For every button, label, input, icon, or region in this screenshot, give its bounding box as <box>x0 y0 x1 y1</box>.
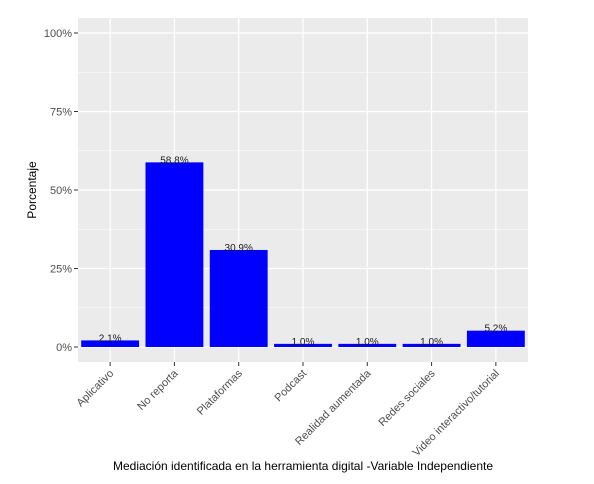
bar-value-label: 1.0% <box>420 337 443 348</box>
x-axis-title: Mediación identificada en la herramienta… <box>113 459 493 473</box>
y-tick-label: 100% <box>44 28 72 40</box>
bar-value-label: 1.0% <box>356 337 379 348</box>
bar-value-label: 1.0% <box>292 337 315 348</box>
bar-value-label: 58.8% <box>160 155 188 166</box>
bar <box>402 343 461 347</box>
bar <box>209 249 268 347</box>
bar-value-label: 5.2% <box>484 324 507 335</box>
bar-value-label: 2.1% <box>99 333 122 344</box>
x-tick-label: No reporta <box>135 367 181 413</box>
y-tick-label: 0% <box>56 342 72 354</box>
bar <box>145 162 204 347</box>
y-tick-label: 50% <box>50 185 72 197</box>
y-tick-label: 75% <box>50 107 72 119</box>
bars <box>81 162 525 347</box>
y-tick-label: 25% <box>50 264 72 276</box>
bar <box>466 330 525 347</box>
x-tick-label: Redes sociales <box>376 367 438 429</box>
data-labels: 2.1% 58.8% 30.9% 1.0% 1.0% 1.0% 5.2% <box>99 155 508 347</box>
y-axis: 0% 25% 50% 75% 100% <box>44 28 78 354</box>
y-axis-title: Porcentaje <box>25 161 39 219</box>
x-axis: Aplicativo No reporta Plataformas Podcast Re… <box>74 362 502 459</box>
bar <box>274 343 332 347</box>
x-tick-label: Aplicativo <box>74 368 116 410</box>
bar <box>81 340 140 347</box>
bar <box>338 343 397 347</box>
x-tick-label: Plataformas <box>195 367 245 417</box>
bar-value-label: 30.9% <box>225 243 253 254</box>
x-tick-label: Podcast <box>273 368 310 405</box>
